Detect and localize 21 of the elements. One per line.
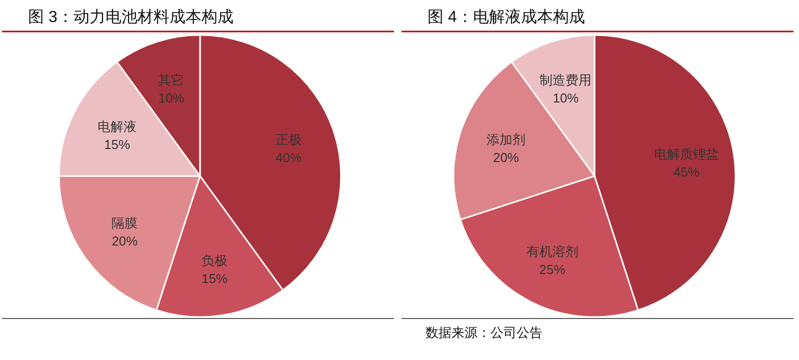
source-note: 数据来源：公司公告 bbox=[426, 325, 542, 340]
data-label: 20% bbox=[112, 234, 138, 249]
data-label: 45% bbox=[673, 164, 700, 180]
data-label: 25% bbox=[539, 262, 566, 277]
slice-label: 添加剂 bbox=[486, 132, 526, 148]
slice-label: 电解液 bbox=[98, 118, 137, 134]
slice-label: 电解质锂盐 bbox=[654, 146, 719, 162]
data-label: 15% bbox=[104, 136, 131, 152]
slice-label: 其它 bbox=[158, 72, 184, 88]
slice-label: 制造费用 bbox=[540, 72, 592, 88]
data-label: 10% bbox=[552, 90, 580, 106]
slice-label: 正极 bbox=[276, 132, 302, 148]
data-label: 20% bbox=[492, 150, 520, 166]
chart-title: 图 4：电解液成本构成 bbox=[428, 8, 585, 26]
slice-label: 隔膜 bbox=[112, 216, 138, 231]
data-label: 40% bbox=[275, 150, 302, 166]
data-label: 10% bbox=[158, 90, 185, 106]
data-label: 15% bbox=[202, 270, 228, 286]
chart-title: 图 3：动力电池材料成本构成 bbox=[28, 8, 234, 26]
slice-label: 负极 bbox=[202, 252, 228, 268]
slice-label: 有机溶剂 bbox=[526, 244, 578, 259]
